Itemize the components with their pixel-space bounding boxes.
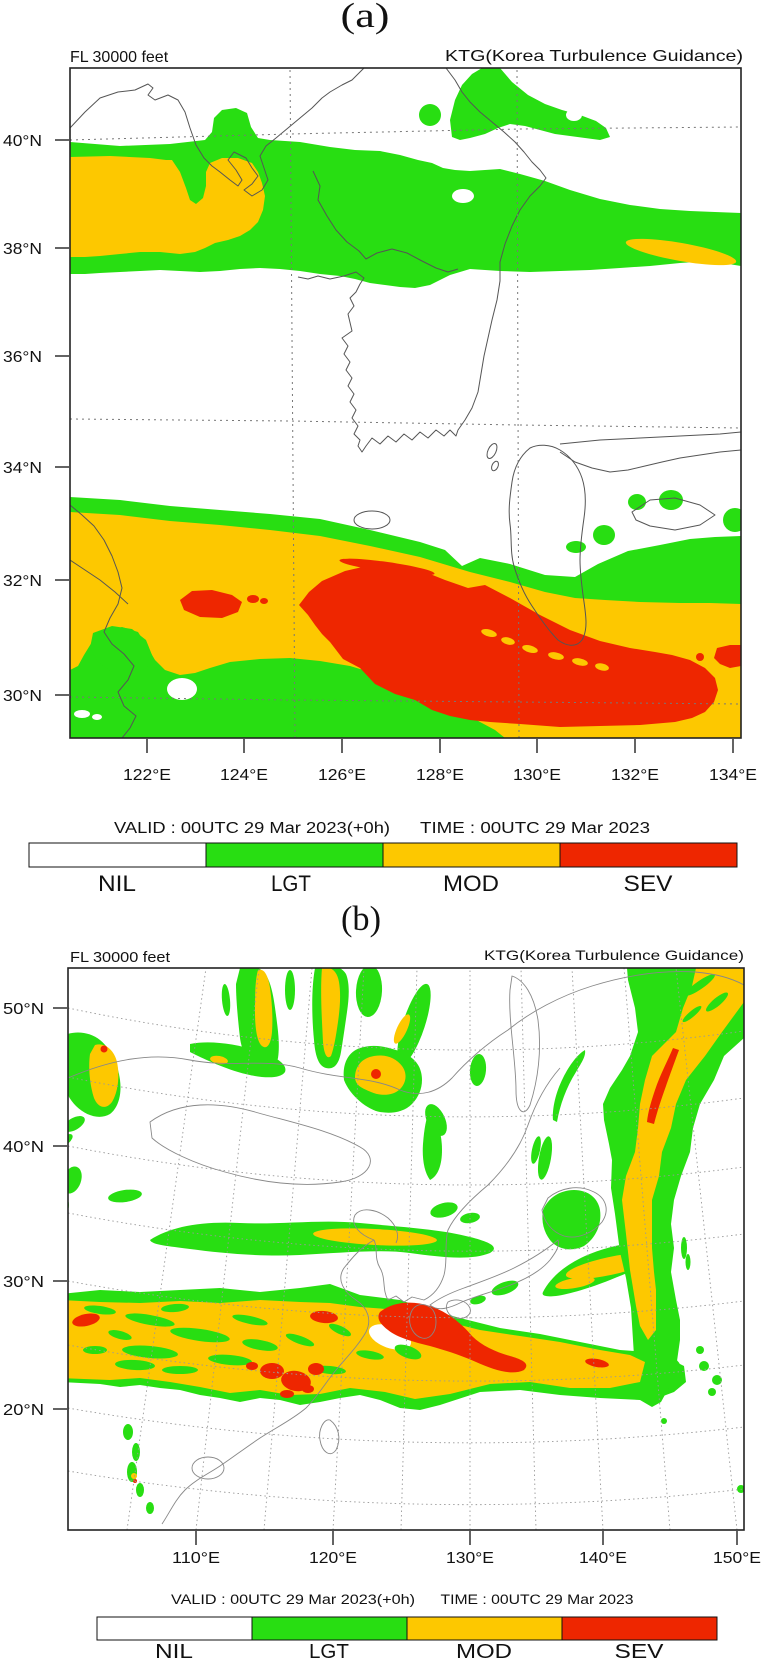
svg-text:122°E: 122°E <box>123 767 171 784</box>
svg-text:(b): (b) <box>341 899 381 938</box>
svg-text:MOD: MOD <box>456 1641 512 1661</box>
svg-text:LGT: LGT <box>271 871 311 896</box>
svg-text:TIME : 00UTC 29 Mar 2023: TIME : 00UTC 29 Mar 2023 <box>441 1592 634 1607</box>
svg-text:128°E: 128°E <box>416 767 464 784</box>
svg-text:KTG(Korea Turbulence Guidance): KTG(Korea Turbulence Guidance) <box>484 947 744 963</box>
svg-text:34°N: 34°N <box>3 460 42 477</box>
svg-text:134°E: 134°E <box>709 767 757 784</box>
svg-text:NIL: NIL <box>155 1641 193 1661</box>
svg-text:(a): (a) <box>341 0 390 35</box>
svg-text:132°E: 132°E <box>611 767 659 784</box>
svg-text:110°E: 110°E <box>172 1550 220 1567</box>
svg-text:40°N: 40°N <box>3 1139 44 1156</box>
svg-text:120°E: 120°E <box>309 1550 357 1567</box>
svg-text:TIME : 00UTC 29 Mar 2023: TIME : 00UTC 29 Mar 2023 <box>420 820 650 837</box>
svg-text:38°N: 38°N <box>3 241 42 258</box>
svg-text:36°N: 36°N <box>3 349 42 366</box>
svg-text:130°E: 130°E <box>446 1550 494 1567</box>
svg-text:VALID : 00UTC 29 Mar 2023(+0h): VALID : 00UTC 29 Mar 2023(+0h) <box>114 820 390 837</box>
svg-text:40°N: 40°N <box>3 133 42 150</box>
svg-text:50°N: 50°N <box>3 1001 44 1018</box>
svg-text:VALID : 00UTC 29 Mar 2023(+0h): VALID : 00UTC 29 Mar 2023(+0h) <box>171 1592 415 1607</box>
svg-text:150°E: 150°E <box>713 1550 761 1567</box>
svg-text:130°E: 130°E <box>513 767 561 784</box>
svg-text:LGT: LGT <box>309 1641 349 1661</box>
svg-text:30°N: 30°N <box>3 688 42 705</box>
svg-text:FL 30000 feet: FL 30000 feet <box>70 949 171 966</box>
svg-text:140°E: 140°E <box>579 1550 627 1567</box>
svg-text:FL 30000 feet: FL 30000 feet <box>70 49 169 66</box>
svg-text:SEV: SEV <box>615 1641 665 1661</box>
svg-text:124°E: 124°E <box>220 767 268 784</box>
svg-text:30°N: 30°N <box>3 1274 44 1291</box>
svg-text:KTG(Korea Turbulence Guidance): KTG(Korea Turbulence Guidance) <box>445 48 743 65</box>
svg-text:NIL: NIL <box>98 871 136 896</box>
svg-text:SEV: SEV <box>624 871 673 896</box>
svg-text:MOD: MOD <box>443 871 499 896</box>
svg-text:20°N: 20°N <box>3 1402 44 1419</box>
svg-text:126°E: 126°E <box>318 767 366 784</box>
svg-text:32°N: 32°N <box>3 573 42 590</box>
